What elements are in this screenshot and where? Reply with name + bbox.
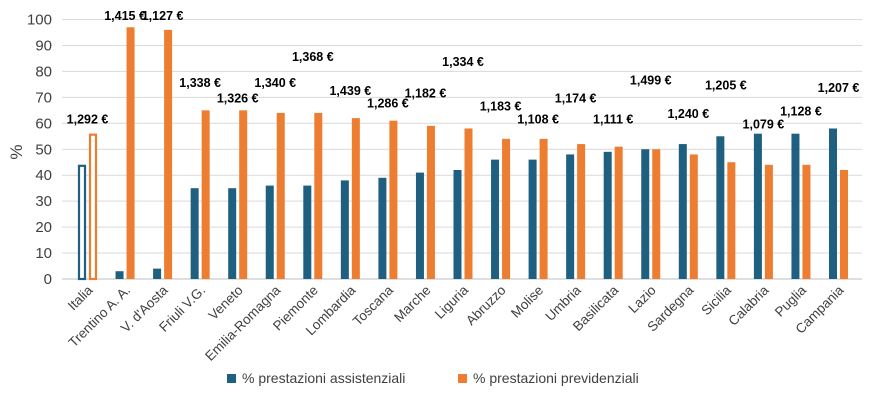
bar-assistenziali-3: [190, 188, 199, 279]
bar-assistenziali-14: [603, 151, 612, 279]
data-label: 1,079 €: [743, 117, 785, 131]
bar-previdenziali-18: [764, 164, 773, 279]
bar-assistenziali-13: [566, 154, 575, 279]
y-tick-label: 30: [35, 193, 52, 210]
bar-previdenziali-12: [539, 138, 548, 279]
legend-swatch-0: [227, 374, 236, 383]
bar-previdenziali-1: [126, 27, 135, 279]
bar-previdenziali-4: [239, 110, 248, 279]
bar-previdenziali-8: [389, 120, 398, 279]
bar-previdenziali-15: [652, 149, 661, 279]
bar-previdenziali-16: [689, 154, 698, 279]
bar-previdenziali-14: [614, 146, 623, 279]
bar-assistenziali-17: [716, 136, 725, 279]
bar-assistenziali-5: [265, 185, 274, 279]
data-label: 1,127 €: [142, 9, 184, 23]
data-label: 1,334 €: [442, 55, 484, 69]
bar-previdenziali-13: [577, 144, 586, 279]
data-label: 1,368 €: [292, 50, 334, 64]
bar-assistenziali-2: [153, 268, 162, 279]
y-tick-label: 100: [27, 12, 52, 29]
bar-assistenziali-12: [528, 159, 537, 279]
x-tick-label: Calabria: [725, 282, 772, 329]
data-label: 1,111 €: [593, 112, 633, 126]
x-tick-label: Abruzzo: [463, 283, 509, 329]
x-tick-label: Sicilia: [698, 282, 734, 318]
bar-previdenziali-6: [314, 112, 323, 279]
bar-previdenziali-7: [351, 118, 360, 279]
y-axis-ticks: 0 10 20 30 40 50 60 70 80 90 100: [27, 12, 52, 289]
data-label: 1,207 €: [818, 81, 860, 95]
bar-previdenziali-10: [464, 128, 473, 279]
bar-assistenziali-1: [115, 271, 124, 279]
bar-assistenziali-15: [641, 149, 650, 279]
bar-previdenziali-11: [502, 138, 511, 279]
data-label: 1,183 €: [480, 99, 522, 113]
bar-assistenziali-6: [303, 185, 312, 279]
y-tick-label: 10: [35, 245, 52, 262]
y-tick-label: 20: [35, 219, 52, 236]
data-label: 1,338 €: [179, 76, 221, 90]
bar-previdenziali-19: [802, 164, 811, 279]
data-label: 1,292 €: [67, 112, 109, 126]
bar-assistenziali-7: [340, 180, 349, 279]
bar-assistenziali-4: [228, 188, 237, 279]
y-axis-label: %: [7, 144, 26, 159]
y-tick-label: 40: [35, 167, 52, 184]
x-tick-label: Marche: [391, 283, 433, 325]
data-label: 1,108 €: [517, 112, 559, 126]
data-label: 1,174 €: [555, 92, 597, 106]
legend-swatch-1: [458, 374, 467, 383]
y-tick-label: 80: [35, 63, 52, 80]
data-label: 1,326 €: [217, 92, 259, 106]
x-tick-label: Italia: [65, 282, 96, 313]
bar-assistenziali-0: [77, 164, 87, 281]
bar-assistenziali-16: [678, 144, 687, 279]
bar-assistenziali-8: [378, 177, 387, 279]
data-label: 1,415 €: [104, 9, 146, 23]
data-label: 1,128 €: [780, 105, 822, 119]
y-tick-label: 0: [44, 271, 52, 288]
legend-label-1: % prestazioni previdenziali: [473, 370, 639, 386]
bar-previdenziali-5: [276, 112, 285, 279]
x-tick-label: Lazio: [625, 283, 658, 316]
bar-previdenziali-9: [426, 125, 435, 280]
bar-previdenziali-17: [727, 162, 736, 279]
bar-assistenziali-20: [829, 128, 837, 279]
data-label: 1,286 €: [367, 97, 409, 111]
bar-assistenziali-9: [415, 172, 424, 279]
bar-previdenziali-20: [840, 170, 848, 279]
legend-label-0: % prestazioni assistenziali: [242, 370, 405, 386]
data-label: 1,499 €: [630, 73, 672, 87]
legend: % prestazioni assistenziali % prestazioni…: [227, 370, 639, 386]
data-label: 1,182 €: [405, 86, 447, 100]
data-label: 1,205 €: [705, 79, 747, 93]
data-label: 1,439 €: [329, 84, 371, 98]
y-tick-label: 90: [35, 37, 52, 54]
x-tick-label: Toscana: [350, 282, 397, 329]
y-tick-label: 70: [35, 89, 52, 106]
bar-previdenziali-3: [201, 110, 210, 279]
bar-assistenziali-10: [453, 170, 462, 279]
y-tick-label: 60: [35, 115, 52, 132]
bar-assistenziali-19: [791, 133, 800, 279]
data-label: 1,340 €: [254, 76, 296, 90]
bar-previdenziali-2: [164, 29, 173, 279]
bar-previdenziali-0: [88, 133, 98, 281]
bar-assistenziali-11: [491, 159, 500, 279]
x-tick-label: Molise: [508, 283, 546, 321]
data-labels: 1,292 € 1,415 €1,127 € 1,338 € 1,326 € 1,340…: [67, 9, 860, 131]
data-label: 1,240 €: [667, 107, 709, 121]
bars: [77, 27, 848, 281]
y-tick-label: 50: [35, 141, 52, 158]
bar-assistenziali-18: [753, 133, 762, 279]
